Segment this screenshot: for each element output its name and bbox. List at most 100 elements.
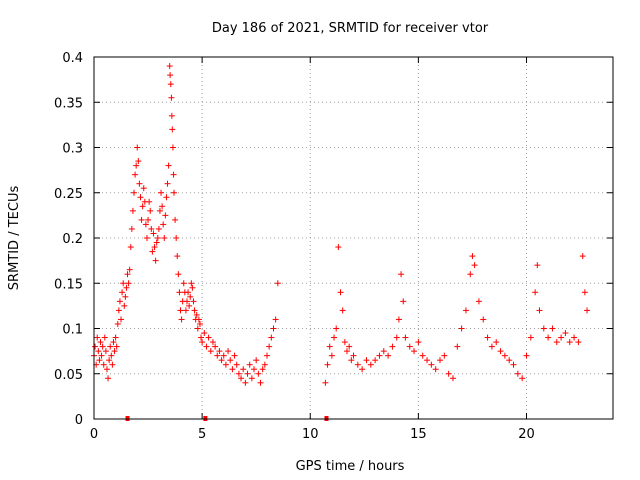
- data-point: [149, 248, 156, 255]
- data-point: [173, 235, 180, 241]
- data-point: [274, 280, 281, 287]
- data-point: [207, 348, 214, 355]
- data-point: [372, 357, 379, 364]
- data-point: [339, 307, 346, 314]
- data-point: [493, 339, 500, 346]
- data-point: [142, 221, 149, 228]
- data-point: [133, 162, 140, 169]
- data-point: [113, 343, 120, 350]
- data-point: [116, 298, 123, 305]
- data-point: [235, 370, 242, 377]
- data-point: [501, 352, 508, 359]
- data-point: [571, 334, 578, 341]
- data-point: [514, 370, 521, 377]
- data-point: [171, 189, 178, 196]
- x-tick-label: 15: [410, 427, 427, 442]
- data-point: [363, 357, 370, 364]
- data-point: [155, 225, 162, 232]
- y-tick-label: 0.25: [54, 187, 83, 202]
- data-point: [424, 357, 431, 364]
- data-point: [183, 298, 190, 305]
- data-point: [484, 334, 491, 341]
- data-point: [471, 262, 478, 269]
- data-point: [393, 334, 400, 341]
- data-point: [462, 307, 469, 314]
- data-point: [161, 235, 168, 241]
- data-point: [506, 357, 513, 364]
- data-point: [198, 334, 205, 341]
- data-point: [350, 352, 357, 359]
- data-point: [469, 253, 476, 260]
- data-point: [154, 235, 161, 241]
- data-point: [138, 216, 145, 223]
- data-point: [112, 334, 119, 341]
- data-point: [575, 339, 582, 346]
- data-point: [359, 366, 366, 373]
- y-tick-label: 0.05: [54, 368, 83, 383]
- data-point: [581, 289, 588, 296]
- data-point: [194, 325, 201, 332]
- data-point: [180, 280, 187, 287]
- data-point: [145, 216, 152, 223]
- data-point: [189, 284, 196, 291]
- data-point: [129, 207, 136, 214]
- y-tick-label: 0.15: [54, 277, 83, 292]
- data-point: [126, 266, 133, 273]
- data-point: [167, 72, 174, 79]
- data-point: [272, 316, 279, 323]
- data-point: [553, 339, 560, 346]
- data-point: [497, 348, 504, 355]
- data-point: [400, 298, 407, 305]
- data-point: [159, 203, 166, 210]
- data-point: [188, 280, 195, 287]
- data-point: [406, 343, 413, 350]
- data-point: [120, 280, 127, 287]
- data-point: [165, 162, 172, 169]
- data-point: [398, 271, 405, 278]
- data-point: [536, 307, 543, 314]
- data-point: [259, 366, 266, 373]
- data-point: [114, 320, 121, 327]
- data-point: [168, 112, 175, 119]
- data-point: [331, 334, 338, 341]
- data-point: [449, 375, 456, 382]
- data-point: [233, 361, 240, 368]
- data-point: [240, 366, 247, 373]
- data-point: [389, 343, 396, 350]
- data-point: [122, 293, 129, 300]
- data-point: [268, 334, 275, 341]
- x-tick-label: 20: [518, 427, 535, 442]
- data-point: [137, 194, 144, 201]
- data-point: [419, 352, 426, 359]
- data-point: [519, 375, 526, 382]
- data-point: [190, 298, 197, 305]
- data-point: [402, 334, 409, 341]
- data-point: [139, 203, 146, 210]
- data-point: [248, 375, 255, 382]
- chart-title: Day 186 of 2021, SRMTID for receiver vto…: [212, 21, 489, 36]
- data-point: [523, 352, 530, 359]
- y-tick-label: 0.1: [62, 323, 83, 338]
- data-point: [218, 357, 225, 364]
- data-point: [480, 316, 487, 323]
- data-point: [105, 375, 112, 382]
- data-point: [354, 361, 361, 368]
- data-point: [242, 379, 249, 386]
- data-point: [266, 343, 273, 350]
- y-tick-label: 0.2: [62, 232, 83, 247]
- data-point: [415, 339, 422, 346]
- data-point: [146, 198, 153, 205]
- data-point: [428, 361, 435, 368]
- data-point: [162, 212, 169, 219]
- x-axis-label: GPS time / hours: [296, 459, 405, 474]
- data-point: [540, 325, 547, 332]
- data-point: [579, 253, 586, 260]
- data-point: [216, 348, 223, 355]
- data-point: [545, 334, 552, 341]
- data-point: [143, 235, 150, 241]
- data-point: [566, 339, 573, 346]
- data-point: [127, 244, 134, 251]
- data-point: [220, 352, 227, 359]
- data-point: [264, 352, 270, 359]
